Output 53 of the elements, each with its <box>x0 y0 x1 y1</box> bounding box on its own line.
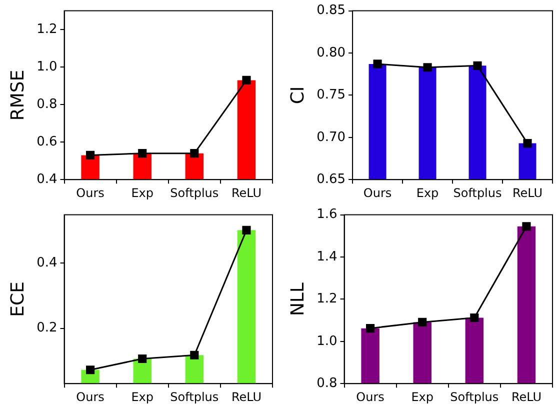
point <box>138 149 147 158</box>
y-tick-label: 1.2 <box>316 292 338 307</box>
x-tick-label: Softplus <box>453 186 502 200</box>
x-tick-label: Softplus <box>170 390 219 404</box>
point <box>423 63 432 72</box>
x-tick-label: Ours <box>76 390 104 404</box>
x-tick-label: Exp <box>131 390 154 404</box>
point <box>373 60 382 68</box>
y-tick-label: 1.6 <box>316 207 338 222</box>
y-tick-label: 0.4 <box>36 255 58 270</box>
y-tick-label: 0.8 <box>36 96 58 112</box>
x-tick-label: Ours <box>363 186 392 200</box>
x-tick-label: ReLU <box>231 390 262 404</box>
x-tick-label: Exp <box>416 186 439 200</box>
y-axis-title: RMSE <box>7 70 28 121</box>
x-tick-label: Exp <box>411 390 434 404</box>
point <box>366 324 375 333</box>
y-tick-label: 0.2 <box>36 320 58 336</box>
y-axis-title: NLL <box>287 282 308 316</box>
y-tick-label: 1.0 <box>36 59 58 74</box>
point <box>473 61 482 70</box>
y-tick-label: 0.6 <box>36 134 58 150</box>
point <box>190 350 199 360</box>
point <box>418 318 427 326</box>
y-tick-label: 1.4 <box>316 249 338 264</box>
x-tick-label: ReLU <box>231 186 262 200</box>
y-axis-title: CI <box>287 86 308 104</box>
point <box>190 149 199 158</box>
y-tick-label: 1.0 <box>316 334 338 349</box>
point <box>86 366 95 374</box>
y-tick-label: 1.2 <box>36 22 58 37</box>
x-tick-label: ReLU <box>511 390 542 404</box>
point <box>242 226 251 234</box>
y-tick-label: 0.80 <box>316 45 346 60</box>
x-tick-label: ReLU <box>512 186 543 200</box>
x-tick-label: Softplus <box>450 390 499 404</box>
x-tick-label: Ours <box>76 186 104 200</box>
point <box>242 76 251 84</box>
y-tick-label: 0.75 <box>316 88 346 103</box>
y-tick-label: 0.65 <box>316 172 346 187</box>
x-tick-label: Softplus <box>170 186 219 200</box>
x-tick-label: Exp <box>131 186 154 200</box>
point <box>523 139 532 148</box>
y-tick-label: 0.8 <box>316 376 338 391</box>
point <box>522 222 531 231</box>
y-tick-label: 0.70 <box>316 130 346 145</box>
x-tick-label: Ours <box>356 390 384 404</box>
y-tick-label: 0.4 <box>36 172 58 187</box>
y-axis-title: ECE <box>7 282 28 317</box>
point <box>470 313 479 322</box>
point <box>86 150 95 160</box>
y-tick-label: 0.85 <box>316 3 346 18</box>
point <box>138 354 147 364</box>
